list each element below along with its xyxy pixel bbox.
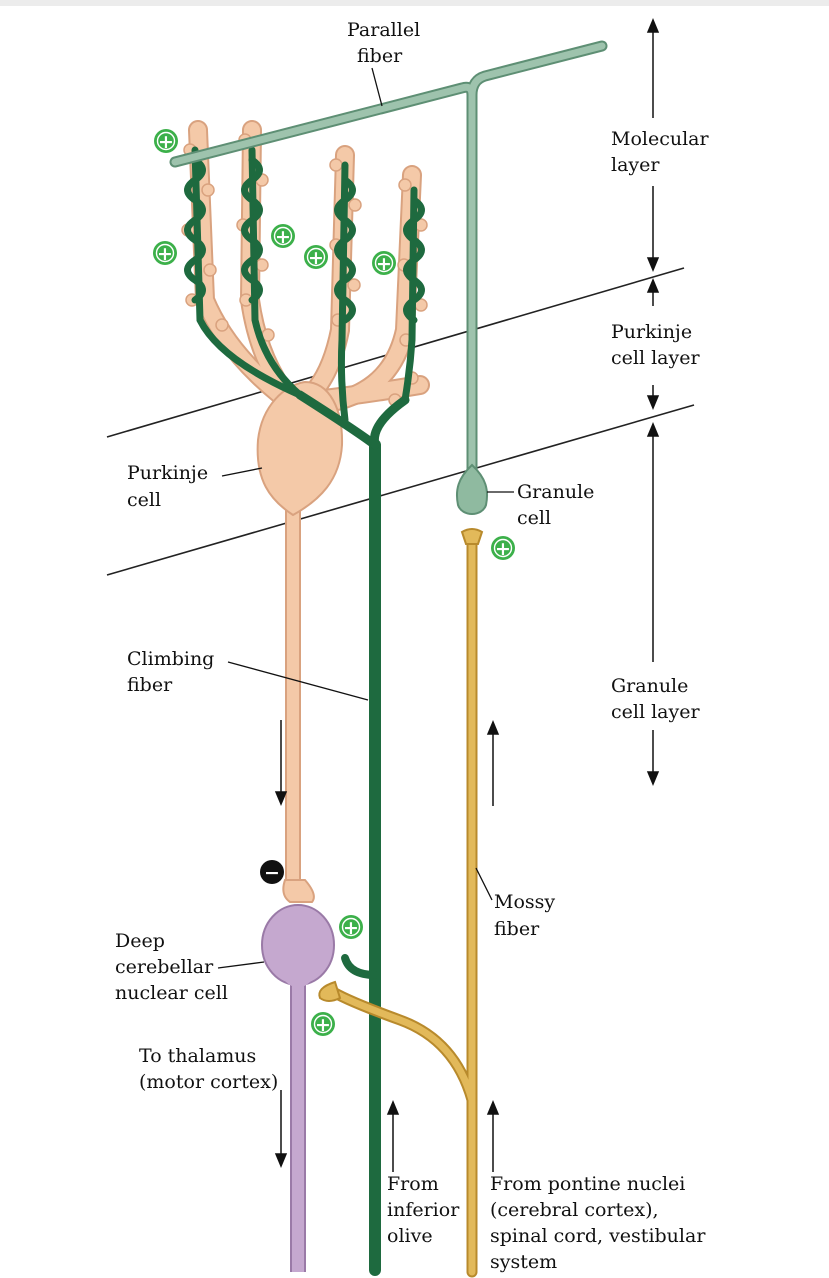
climbing-fiber [184, 146, 425, 1276]
granule-cell-layer-label: Granule [611, 675, 688, 697]
svg-text:−: − [264, 862, 280, 884]
mossy-fiber-terminal-granule [460, 528, 484, 545]
excitatory-symbols: + + + + + + + + [153, 129, 515, 1036]
purkinje-granule-boundary [106, 404, 695, 576]
climbing-fiber-label: fiber [127, 674, 173, 696]
granule-cell-layer-label: cell layer [611, 701, 700, 723]
parallel-fiber-label: fiber [357, 45, 403, 67]
svg-text:+: + [308, 247, 324, 269]
deep-cerebellar-nuclear-cell [261, 904, 335, 1272]
plus-symbol: + [491, 536, 515, 560]
from-pontine-nuclei-label: (cerebral cortex), [490, 1199, 659, 1221]
mossy-fiber [324, 534, 478, 1278]
from-pontine-nuclei-label: spinal cord, vestibular [490, 1225, 706, 1247]
top-border [0, 0, 829, 6]
molecular-layer-label: Molecular [611, 128, 709, 150]
svg-text:+: + [275, 226, 291, 248]
to-thalamus-label: (motor cortex) [139, 1071, 278, 1093]
purkinje-axon-terminal [282, 879, 315, 903]
from-inferior-olive-label: From [387, 1173, 439, 1195]
granule-cell-body [455, 463, 489, 515]
plus-symbol: + [153, 241, 177, 265]
plus-symbol: + [339, 915, 363, 939]
plus-symbol: + [271, 224, 295, 248]
climbing-fiber-label: Climbing [127, 648, 214, 670]
purkinje-cell-label: Purkinje [127, 462, 208, 484]
plus-symbol: + [311, 1012, 335, 1036]
mossy-fiber-label: fiber [494, 918, 540, 940]
from-inferior-olive-label: olive [387, 1225, 433, 1247]
plus-symbol: + [372, 251, 396, 275]
mossy-fiber-terminal-deep [318, 980, 342, 1002]
to-thalamus-label: To thalamus [139, 1045, 256, 1067]
granule-cell-label: cell [517, 507, 551, 529]
svg-text:+: + [495, 538, 511, 560]
svg-text:+: + [157, 243, 173, 265]
granule-cell-label: Granule [517, 481, 594, 503]
minus-symbol: − [260, 860, 284, 884]
leader-lines [217, 67, 514, 969]
layer-arrows [646, 18, 660, 786]
deep-cerebellar-nuclear-cell-label: Deep [115, 930, 165, 952]
purkinje-cell-body [256, 380, 344, 517]
purkinje-cell-layer-label: cell layer [611, 347, 700, 369]
plus-symbol: + [154, 129, 178, 153]
from-pontine-nuclei-label: From pontine nuclei [490, 1173, 685, 1195]
purkinje-cell-label: cell [127, 489, 161, 511]
from-inferior-olive-label: inferior [387, 1199, 460, 1221]
svg-text:+: + [315, 1014, 331, 1036]
mossy-fiber-label: Mossy [494, 891, 555, 913]
parallel-fiber-label: Parallel [347, 19, 420, 41]
plus-symbol: + [304, 245, 328, 269]
purkinje-cell-layer-label: Purkinje [611, 321, 692, 343]
from-pontine-nuclei-label: system [490, 1251, 557, 1273]
parallel-fiber [169, 40, 608, 476]
molecular-layer-label: layer [611, 154, 660, 176]
deep-cerebellar-nuclear-cell-label: nuclear cell [115, 982, 228, 1004]
svg-text:+: + [158, 131, 174, 153]
deep-cerebellar-nuclear-cell-label: cerebellar [115, 956, 214, 978]
svg-text:+: + [343, 917, 359, 939]
direction-arrows [274, 720, 500, 1172]
svg-text:+: + [376, 253, 392, 275]
